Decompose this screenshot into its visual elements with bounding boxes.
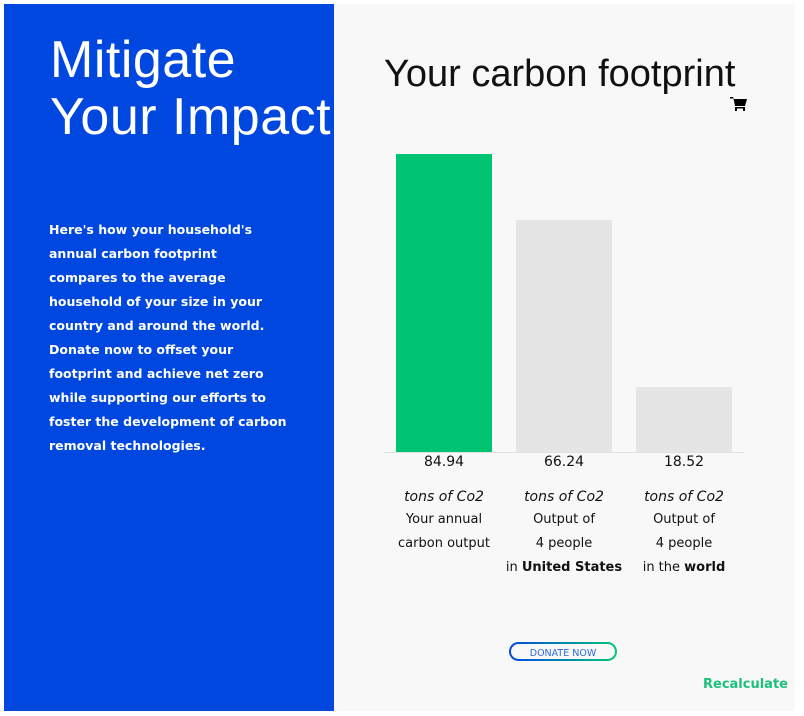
footprint-panel: Your carbon footprint 84.94 tons of Co2 Yo… xyxy=(334,4,795,711)
intro-panel: Mitigate Your Impact Here's how your hou… xyxy=(4,4,334,711)
bar-label-group: 18.52 tons of Co2 Output of 4 people in the … xyxy=(624,452,744,580)
category-location: in United States xyxy=(504,556,624,580)
unit-label: tons of Co2 xyxy=(404,489,484,505)
bar-2 xyxy=(636,387,732,452)
bar-label-group: 84.94 tons of Co2 Your annual carbon output xyxy=(384,452,504,556)
value-label: 18.52 xyxy=(663,454,705,470)
chart-baseline xyxy=(384,452,744,453)
location-name: world xyxy=(684,560,726,575)
bar-0 xyxy=(396,154,492,452)
location-name: United States xyxy=(521,560,623,575)
recalculate-link[interactable]: Recalculate xyxy=(703,677,788,692)
category-location: in the world xyxy=(624,556,744,580)
category-line: 4 people xyxy=(655,536,713,551)
category-line: Output of xyxy=(653,512,715,527)
location-prefix: in xyxy=(505,560,522,575)
category-line: carbon output xyxy=(398,536,490,551)
intro-description: Here's how your household's annual carbo… xyxy=(49,222,287,453)
unit-label: tons of Co2 xyxy=(644,489,724,505)
bar-label-group: 66.24 tons of Co2 Output of 4 people in Unit… xyxy=(504,452,624,580)
value-label: 84.94 xyxy=(423,454,465,470)
unit-label: tons of Co2 xyxy=(524,489,604,505)
intro-title: Mitigate Your Impact xyxy=(50,31,332,146)
bar-1 xyxy=(516,219,612,452)
page-title: Your carbon footprint xyxy=(384,53,736,95)
category-line: Output of xyxy=(533,512,595,527)
location-prefix: in the xyxy=(642,560,685,575)
category-line: 4 people xyxy=(535,536,593,551)
category-line: Your annual xyxy=(405,512,483,527)
footprint-chart: 84.94 tons of Co2 Your annual carbon output… xyxy=(334,4,795,711)
donate-now-button[interactable]: DONATE NOW xyxy=(509,642,617,661)
shopping-cart-icon[interactable] xyxy=(730,96,748,112)
value-label: 66.24 xyxy=(543,454,585,470)
